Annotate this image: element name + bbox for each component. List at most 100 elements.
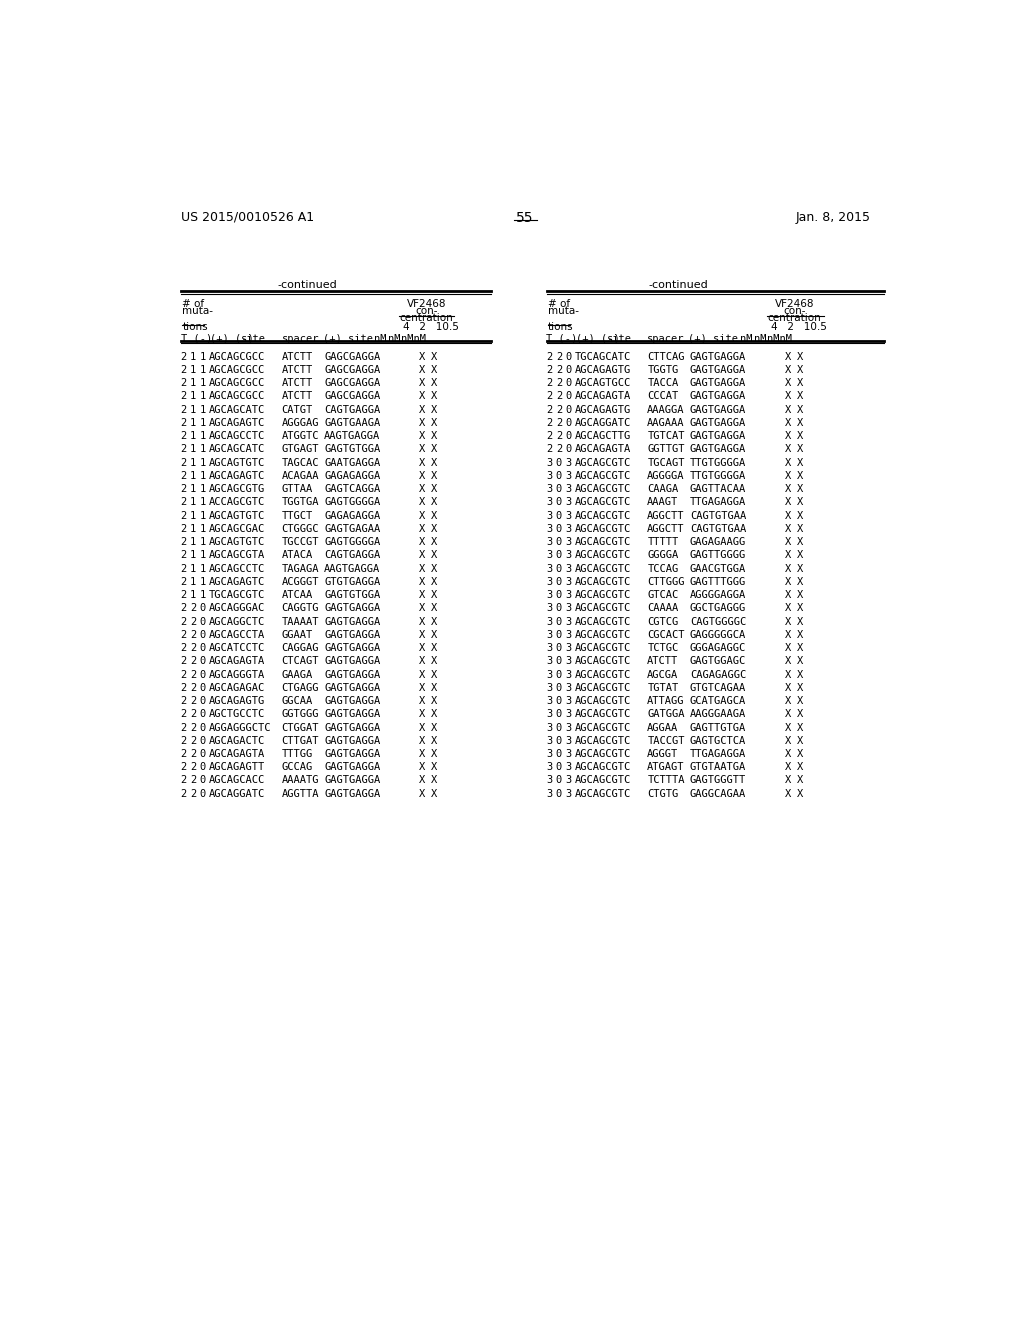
Text: 1: 1	[190, 537, 197, 546]
Text: 0: 0	[565, 405, 571, 414]
Text: X: X	[431, 458, 437, 467]
Text: AGCAGCGTC: AGCAGCGTC	[574, 630, 631, 640]
Text: 2: 2	[180, 696, 187, 706]
Text: 0: 0	[556, 524, 562, 533]
Text: TCCAG: TCCAG	[647, 564, 679, 574]
Text: AGCAGCGTG: AGCAGCGTG	[209, 484, 265, 494]
Text: 2: 2	[190, 722, 197, 733]
Text: AGCAGAGTA: AGCAGAGTA	[574, 392, 631, 401]
Text: ATCTT: ATCTT	[647, 656, 679, 667]
Text: 2: 2	[180, 471, 187, 480]
Text: X: X	[797, 616, 803, 627]
Text: X: X	[785, 550, 792, 560]
Text: GAGTGAGGA: GAGTGAGGA	[324, 709, 380, 719]
Text: X: X	[420, 432, 426, 441]
Text: 3: 3	[547, 656, 553, 667]
Text: con-: con-	[415, 306, 437, 317]
Text: 2: 2	[547, 351, 553, 362]
Text: 2: 2	[180, 484, 187, 494]
Text: CTTGAT: CTTGAT	[282, 735, 318, 746]
Text: X: X	[797, 696, 803, 706]
Text: CAGGAG: CAGGAG	[282, 643, 318, 653]
Text: X: X	[420, 577, 426, 587]
Text: AAGTGAGGA: AAGTGAGGA	[324, 564, 380, 574]
Text: 2: 2	[556, 351, 562, 362]
Text: AGGCTT: AGGCTT	[647, 511, 685, 520]
Text: 3: 3	[565, 577, 571, 587]
Text: AGCAGGATC: AGCAGGATC	[209, 789, 265, 799]
Text: US 2015/0010526 A1: US 2015/0010526 A1	[180, 211, 313, 224]
Text: 2: 2	[180, 511, 187, 520]
Text: X: X	[420, 537, 426, 546]
Text: 1: 1	[200, 524, 206, 533]
Text: 3: 3	[547, 762, 553, 772]
Text: X: X	[797, 722, 803, 733]
Text: GAGTGAGGA: GAGTGAGGA	[324, 603, 380, 614]
Text: 0: 0	[565, 432, 571, 441]
Text: AGCAGAGAC: AGCAGAGAC	[209, 682, 265, 693]
Text: X: X	[785, 458, 792, 467]
Text: GAGTGAGGA: GAGTGAGGA	[690, 392, 746, 401]
Text: # of: # of	[182, 300, 205, 309]
Text: CGCACT: CGCACT	[647, 630, 685, 640]
Text: TTTGG: TTTGG	[282, 748, 312, 759]
Text: AGCAGCGTC: AGCAGCGTC	[574, 775, 631, 785]
Text: 0: 0	[556, 735, 562, 746]
Text: 0: 0	[556, 603, 562, 614]
Text: 3: 3	[565, 603, 571, 614]
Text: AGCAGCGCC: AGCAGCGCC	[209, 378, 265, 388]
Text: X: X	[785, 630, 792, 640]
Text: X: X	[797, 511, 803, 520]
Text: GAGCGAGGA: GAGCGAGGA	[324, 392, 380, 401]
Text: AAGAAA: AAGAAA	[647, 418, 685, 428]
Text: 0: 0	[556, 537, 562, 546]
Text: GAGTGAGGA: GAGTGAGGA	[324, 643, 380, 653]
Text: X: X	[785, 696, 792, 706]
Text: 3: 3	[565, 709, 571, 719]
Text: 3: 3	[547, 735, 553, 746]
Text: AGCAGGATC: AGCAGGATC	[574, 418, 631, 428]
Text: X: X	[785, 498, 792, 507]
Text: X: X	[785, 709, 792, 719]
Text: 2: 2	[556, 405, 562, 414]
Text: 3: 3	[565, 656, 571, 667]
Text: 1: 1	[200, 432, 206, 441]
Text: GATGGA: GATGGA	[647, 709, 685, 719]
Text: GAGTGAGGA: GAGTGAGGA	[324, 775, 380, 785]
Text: 0: 0	[200, 616, 206, 627]
Text: 2: 2	[190, 669, 197, 680]
Text: ACAGAA: ACAGAA	[282, 471, 318, 480]
Text: X: X	[420, 484, 426, 494]
Text: X: X	[785, 537, 792, 546]
Text: AGCAGGCTC: AGCAGGCTC	[209, 616, 265, 627]
Text: AGCAGAGTG: AGCAGAGTG	[574, 364, 631, 375]
Text: 2: 2	[180, 392, 187, 401]
Text: X: X	[420, 709, 426, 719]
Text: GGCAA: GGCAA	[282, 696, 312, 706]
Text: GTCAC: GTCAC	[647, 590, 679, 601]
Text: AGGAGGGCTC: AGGAGGGCTC	[209, 722, 271, 733]
Text: site: site	[607, 334, 632, 345]
Text: 1: 1	[190, 364, 197, 375]
Text: AGGTTA: AGGTTA	[282, 789, 318, 799]
Text: GAGAGAAGG: GAGAGAAGG	[690, 537, 746, 546]
Text: 1: 1	[200, 484, 206, 494]
Text: 1: 1	[190, 405, 197, 414]
Text: GTGAGT: GTGAGT	[282, 445, 318, 454]
Text: 2: 2	[556, 392, 562, 401]
Text: X: X	[420, 696, 426, 706]
Text: AGCAGCGTC: AGCAGCGTC	[574, 682, 631, 693]
Text: X: X	[797, 458, 803, 467]
Text: TGGTGA: TGGTGA	[282, 498, 318, 507]
Text: X: X	[797, 682, 803, 693]
Text: X: X	[785, 511, 792, 520]
Text: X: X	[431, 445, 437, 454]
Text: AGCAGCGTC: AGCAGCGTC	[574, 656, 631, 667]
Text: GAGTGGGGA: GAGTGGGGA	[324, 537, 380, 546]
Text: X: X	[420, 392, 426, 401]
Text: X: X	[431, 351, 437, 362]
Text: 3: 3	[565, 471, 571, 480]
Text: 2: 2	[556, 418, 562, 428]
Text: 3: 3	[547, 643, 553, 653]
Text: X: X	[420, 445, 426, 454]
